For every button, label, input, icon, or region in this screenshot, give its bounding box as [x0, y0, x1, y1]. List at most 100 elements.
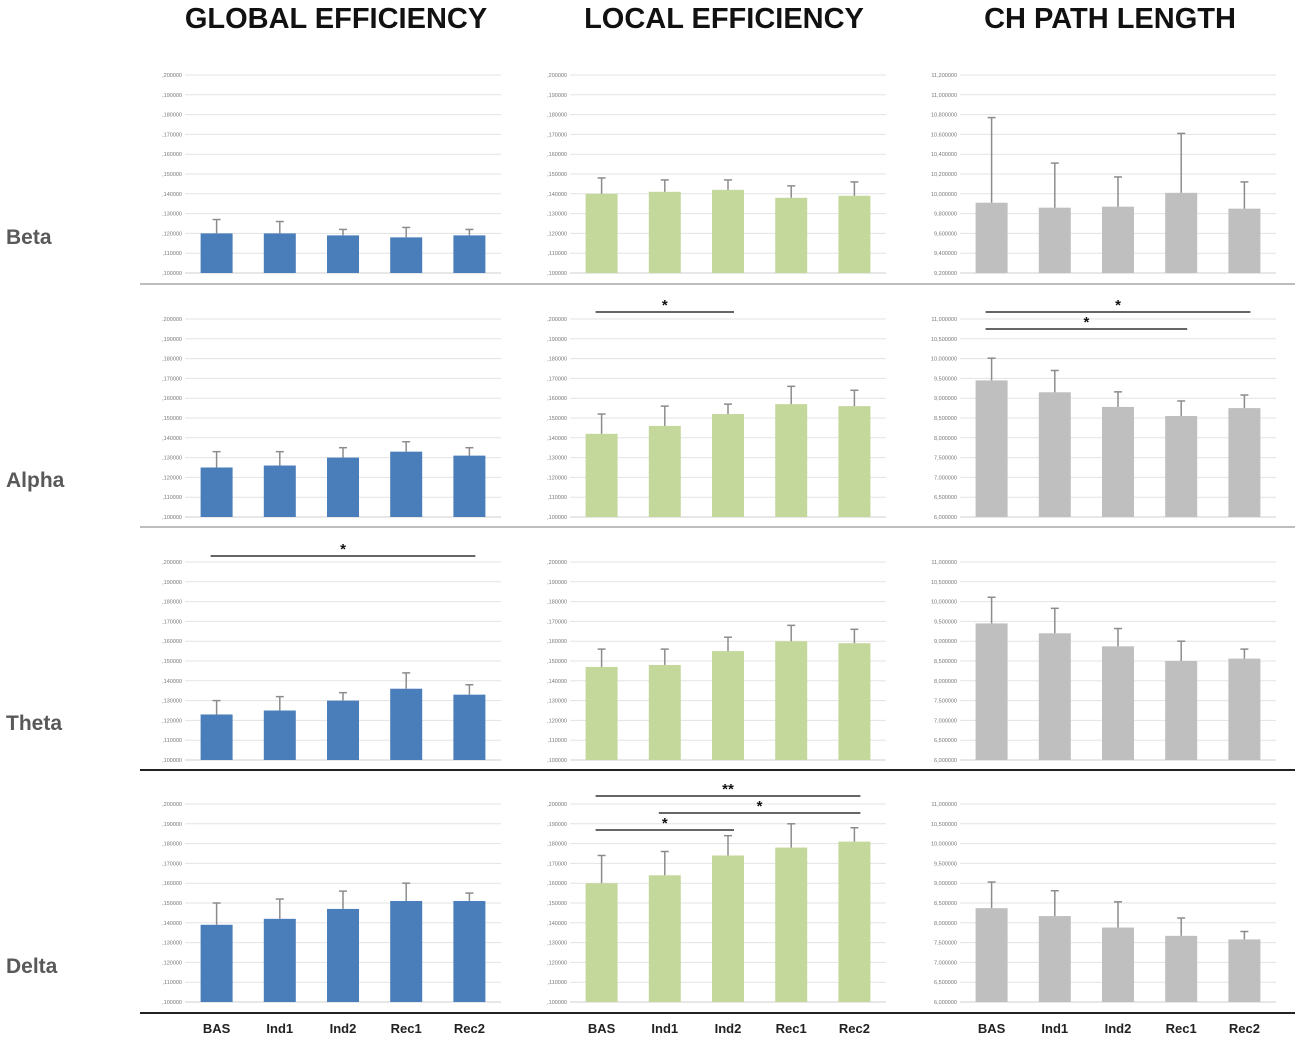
y-tick-label: ,110000	[548, 738, 567, 744]
y-tick-label: ,150000	[547, 659, 567, 665]
bar-rec1	[390, 901, 423, 1002]
y-tick-label: 9,200000	[934, 271, 957, 277]
x-category-label: Ind1	[1041, 1021, 1068, 1036]
y-tick-label: 8,500000	[934, 416, 957, 422]
y-tick-label: 9,500000	[934, 376, 957, 382]
bar-rec2	[838, 406, 871, 517]
y-tick-label: ,100000	[162, 515, 182, 521]
y-tick-label: 10,000000	[931, 192, 957, 198]
y-tick-label: 8,000000	[934, 436, 957, 442]
x-category-label: Ind1	[651, 1021, 678, 1036]
y-tick-label: ,130000	[162, 212, 182, 218]
bar-bas	[200, 714, 233, 760]
significance-marker: **	[722, 781, 734, 798]
y-tick-label: ,140000	[162, 921, 182, 927]
row-separators	[140, 283, 1295, 1014]
y-tick-label: ,120000	[547, 718, 567, 724]
category-labels: BAS Ind1 Ind2 Rec1 Rec2 BAS Ind1 Ind2 Rec1 Rec2 BA…	[203, 1021, 1260, 1036]
y-tick-label: ,130000	[547, 699, 567, 705]
y-tick-label: ,150000	[162, 901, 182, 907]
y-tick-label: ,200000	[162, 317, 182, 323]
y-tick-label: 9,000000	[934, 639, 957, 645]
y-tick-label: ,140000	[162, 679, 182, 685]
y-tick-label: 9,800000	[934, 212, 957, 218]
bar-rec1	[775, 641, 808, 760]
y-tick-label: ,140000	[547, 192, 567, 198]
y-tick-label: ,160000	[162, 881, 182, 887]
y-tick-label: 10,500000	[931, 580, 957, 586]
y-tick-label: ,200000	[162, 73, 182, 79]
bar-ind2	[712, 414, 744, 517]
y-tick-label: ,170000	[162, 619, 182, 625]
significance-marker: *	[340, 541, 346, 558]
y-tick-label: 9,400000	[934, 251, 957, 257]
y-tick-label: ,120000	[547, 475, 567, 481]
y-tick-label: ,130000	[547, 456, 567, 462]
bar-ind2	[327, 457, 359, 517]
y-tick-label: ,150000	[547, 416, 567, 422]
y-tick-label: ,130000	[162, 456, 182, 462]
row-labels: Beta Alpha Theta Delta	[6, 226, 65, 978]
bar-ind2	[327, 700, 359, 760]
y-tick-label: ,200000	[547, 802, 567, 808]
y-tick-label: 9,500000	[934, 619, 957, 625]
y-tick-label: ,180000	[162, 113, 182, 119]
y-tick-label: ,200000	[547, 317, 567, 323]
panel-beta-1: ,100000 ,110000 ,120000 ,130000 ,140000 ,1500…	[547, 73, 886, 277]
bar-rec2	[838, 643, 871, 760]
y-tick-label: ,160000	[547, 152, 567, 158]
bar-bas	[975, 202, 1008, 273]
y-tick-label: 10,800000	[931, 113, 957, 119]
y-tick-label: ,110000	[163, 495, 182, 501]
significance-marker: *	[662, 815, 668, 832]
bar-ind2	[712, 651, 744, 760]
bar-rec2	[453, 694, 486, 760]
y-tick-label: 7,500000	[934, 941, 957, 947]
x-category-label: Rec1	[776, 1021, 807, 1036]
bar-ind1	[648, 191, 681, 273]
y-tick-label: 8,000000	[934, 921, 957, 927]
y-tick-label: ,180000	[162, 600, 182, 606]
y-tick-label: ,170000	[162, 376, 182, 382]
y-tick-label: 10,000000	[931, 357, 957, 363]
bar-ind1	[648, 664, 681, 760]
column-titles: GLOBAL EFFICIENCY LOCAL EFFICIENCY CH PA…	[185, 3, 1236, 35]
panel-alpha-2: 6,000000 6,500000 7,000000 7,500000 8,000000…	[931, 297, 1276, 521]
y-tick-label: ,160000	[162, 152, 182, 158]
y-tick-label: ,150000	[547, 901, 567, 907]
bar-ind2	[1102, 646, 1134, 760]
bar-ind1	[263, 710, 296, 760]
bar-bas	[200, 924, 233, 1002]
y-tick-label: ,150000	[162, 172, 182, 178]
y-tick-label: ,100000	[547, 271, 567, 277]
y-tick-label: ,190000	[547, 93, 567, 99]
y-tick-label: ,120000	[162, 718, 182, 724]
bar-ind2	[1102, 206, 1134, 273]
panel-alpha-1: ,100000 ,110000 ,120000 ,130000 ,140000 ,1500…	[547, 297, 886, 521]
y-tick-label: 11,000000	[931, 560, 957, 566]
y-tick-label: ,190000	[547, 337, 567, 343]
bar-ind2	[1102, 406, 1134, 517]
panel-alpha-0: ,100000 ,110000 ,120000 ,130000 ,140000 ,1500…	[162, 317, 501, 521]
y-tick-label: ,100000	[162, 1000, 182, 1006]
x-category-label: Rec1	[391, 1021, 422, 1036]
y-tick-label: ,120000	[162, 475, 182, 481]
row-label-alpha: Alpha	[6, 469, 65, 492]
bar-ind1	[1038, 633, 1071, 760]
bar-rec2	[1228, 658, 1261, 760]
x-category-label: Ind1	[266, 1021, 293, 1036]
y-tick-label: 6,000000	[934, 1000, 957, 1006]
bar-rec1	[1165, 416, 1198, 517]
bar-rec1	[775, 847, 808, 1002]
significance-marker: *	[1115, 297, 1121, 314]
bar-rec1	[775, 197, 808, 273]
column-title-local-efficiency: LOCAL EFFICIENCY	[584, 3, 864, 35]
panel-delta-0: ,100000 ,110000 ,120000 ,130000 ,140000 ,1500…	[162, 802, 501, 1006]
bar-ind1	[648, 875, 681, 1002]
y-tick-label: 10,500000	[931, 337, 957, 343]
y-tick-label: ,160000	[162, 639, 182, 645]
bar-bas	[975, 623, 1008, 760]
significance-marker: *	[662, 297, 668, 314]
y-tick-label: 6,500000	[934, 738, 957, 744]
